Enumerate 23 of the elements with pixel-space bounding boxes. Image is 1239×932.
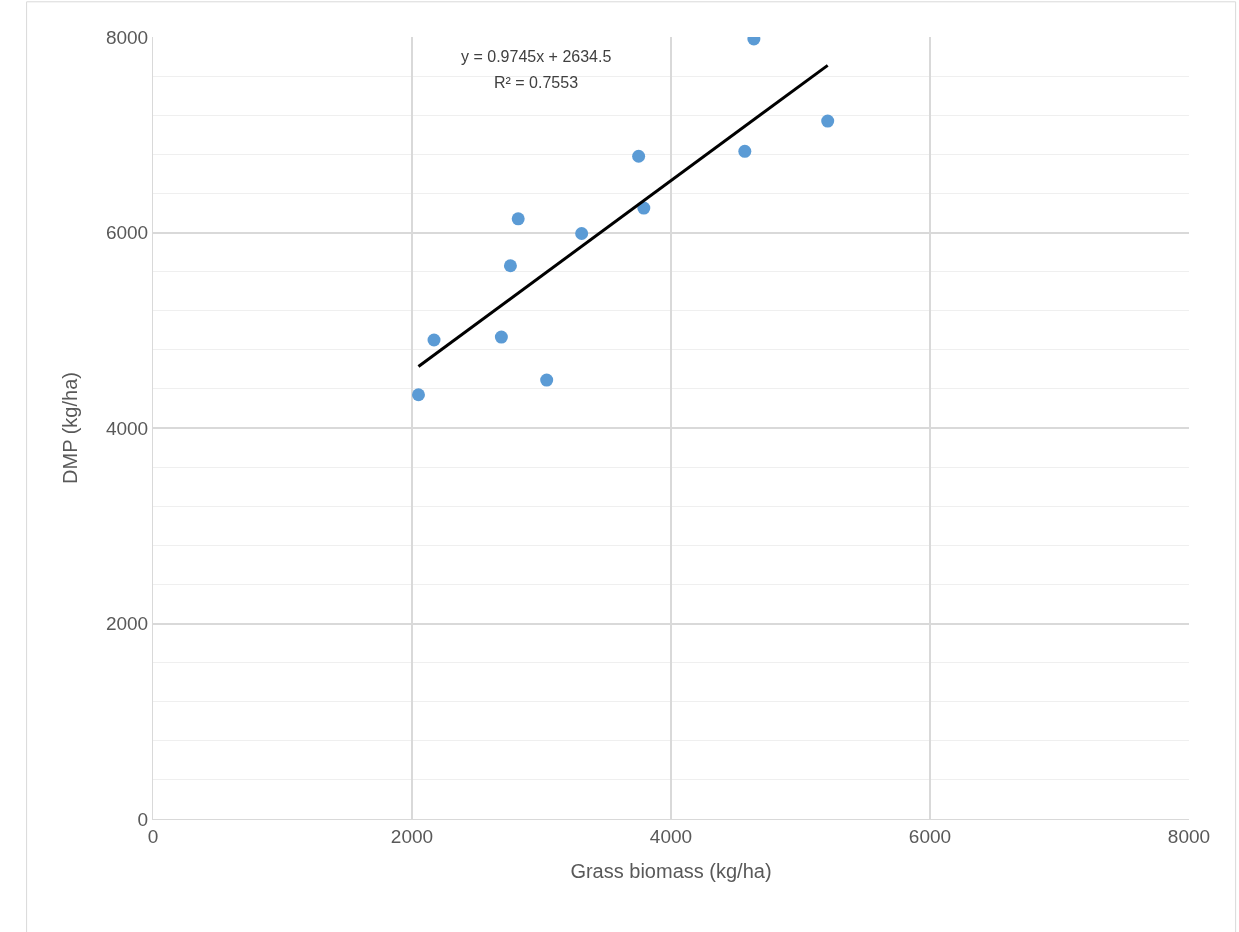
point [411,388,425,402]
point [540,373,554,387]
y-axis-title: DMP (kg/ha) [59,372,82,484]
point [821,114,835,128]
x-tick-label: 2000 [390,825,434,847]
x-tick-label: 6000 [908,825,952,847]
annotation: y = 0.9745x + 2634.5 [461,48,612,65]
point [511,212,525,226]
point [503,259,517,273]
x-tick-label: 8000 [1167,825,1211,847]
point [494,330,508,344]
y-tick-label: 2000 [105,613,149,635]
annotation: R² = 0.7553 [494,74,579,91]
x-axis-title: Grass biomass (kg/ha) [570,860,772,883]
point [427,333,441,347]
point [738,144,752,158]
y-tick-label: 6000 [105,222,149,244]
y-tick-label: 8000 [105,26,149,48]
point [575,226,589,240]
y-tick-label: 4000 [105,417,149,439]
y-tick-label: 0 [137,808,149,830]
point [632,149,646,163]
x-tick-label: 4000 [649,825,693,847]
